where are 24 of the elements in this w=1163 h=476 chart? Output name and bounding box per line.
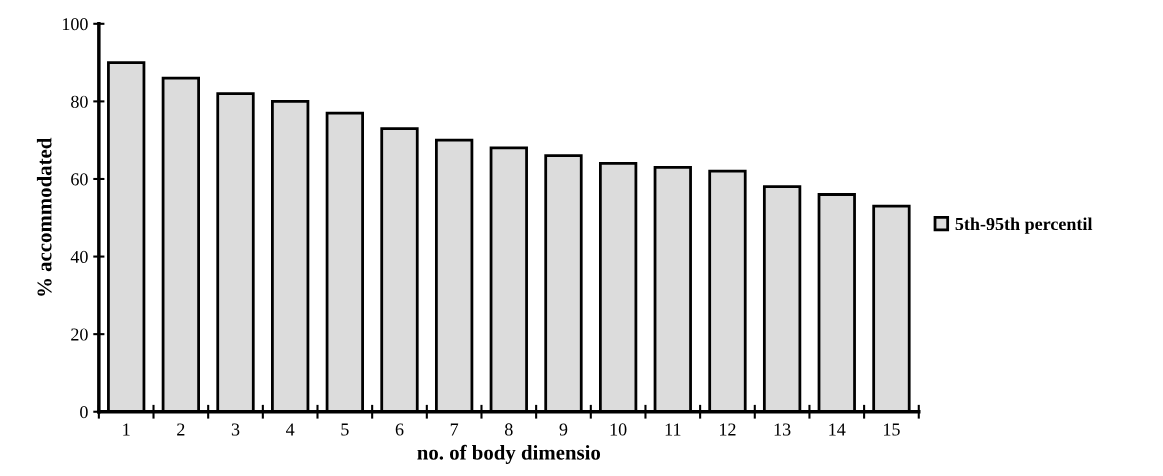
x-tick-label: 4 [286, 423, 295, 436]
y-tick-label: 100 [62, 18, 88, 31]
y-axis-title: % accommodated [36, 137, 52, 296]
x-tick-label: 10 [610, 423, 627, 436]
x-tick-label: 5 [341, 423, 349, 436]
x-tick-label: 12 [720, 423, 736, 436]
x-tick-label: 11 [665, 423, 681, 436]
y-tick-label: 40 [70, 250, 88, 264]
y-tick-label: 0 [80, 406, 88, 419]
x-tick-label: 3 [231, 423, 240, 436]
y-tick-label: 80 [71, 95, 88, 108]
x-tick-label: 14 [829, 423, 846, 436]
y-tick-label: 20 [71, 328, 88, 341]
x-tick-label: 8 [504, 423, 513, 436]
y-tick-label: 60 [71, 173, 88, 186]
x-tick-label: 2 [177, 423, 185, 436]
x-tick-label: 13 [774, 423, 791, 436]
x-tick-label: 9 [559, 423, 568, 436]
x-tick-label: 15 [884, 423, 900, 436]
x-tick-label: 1 [123, 423, 130, 436]
x-tick-label: 6 [395, 423, 404, 436]
x-tick-label: 7 [450, 423, 459, 436]
legend-label: 5th-95th percentil [955, 217, 1093, 234]
x-axis-title: no. of body dimensio [417, 444, 601, 464]
